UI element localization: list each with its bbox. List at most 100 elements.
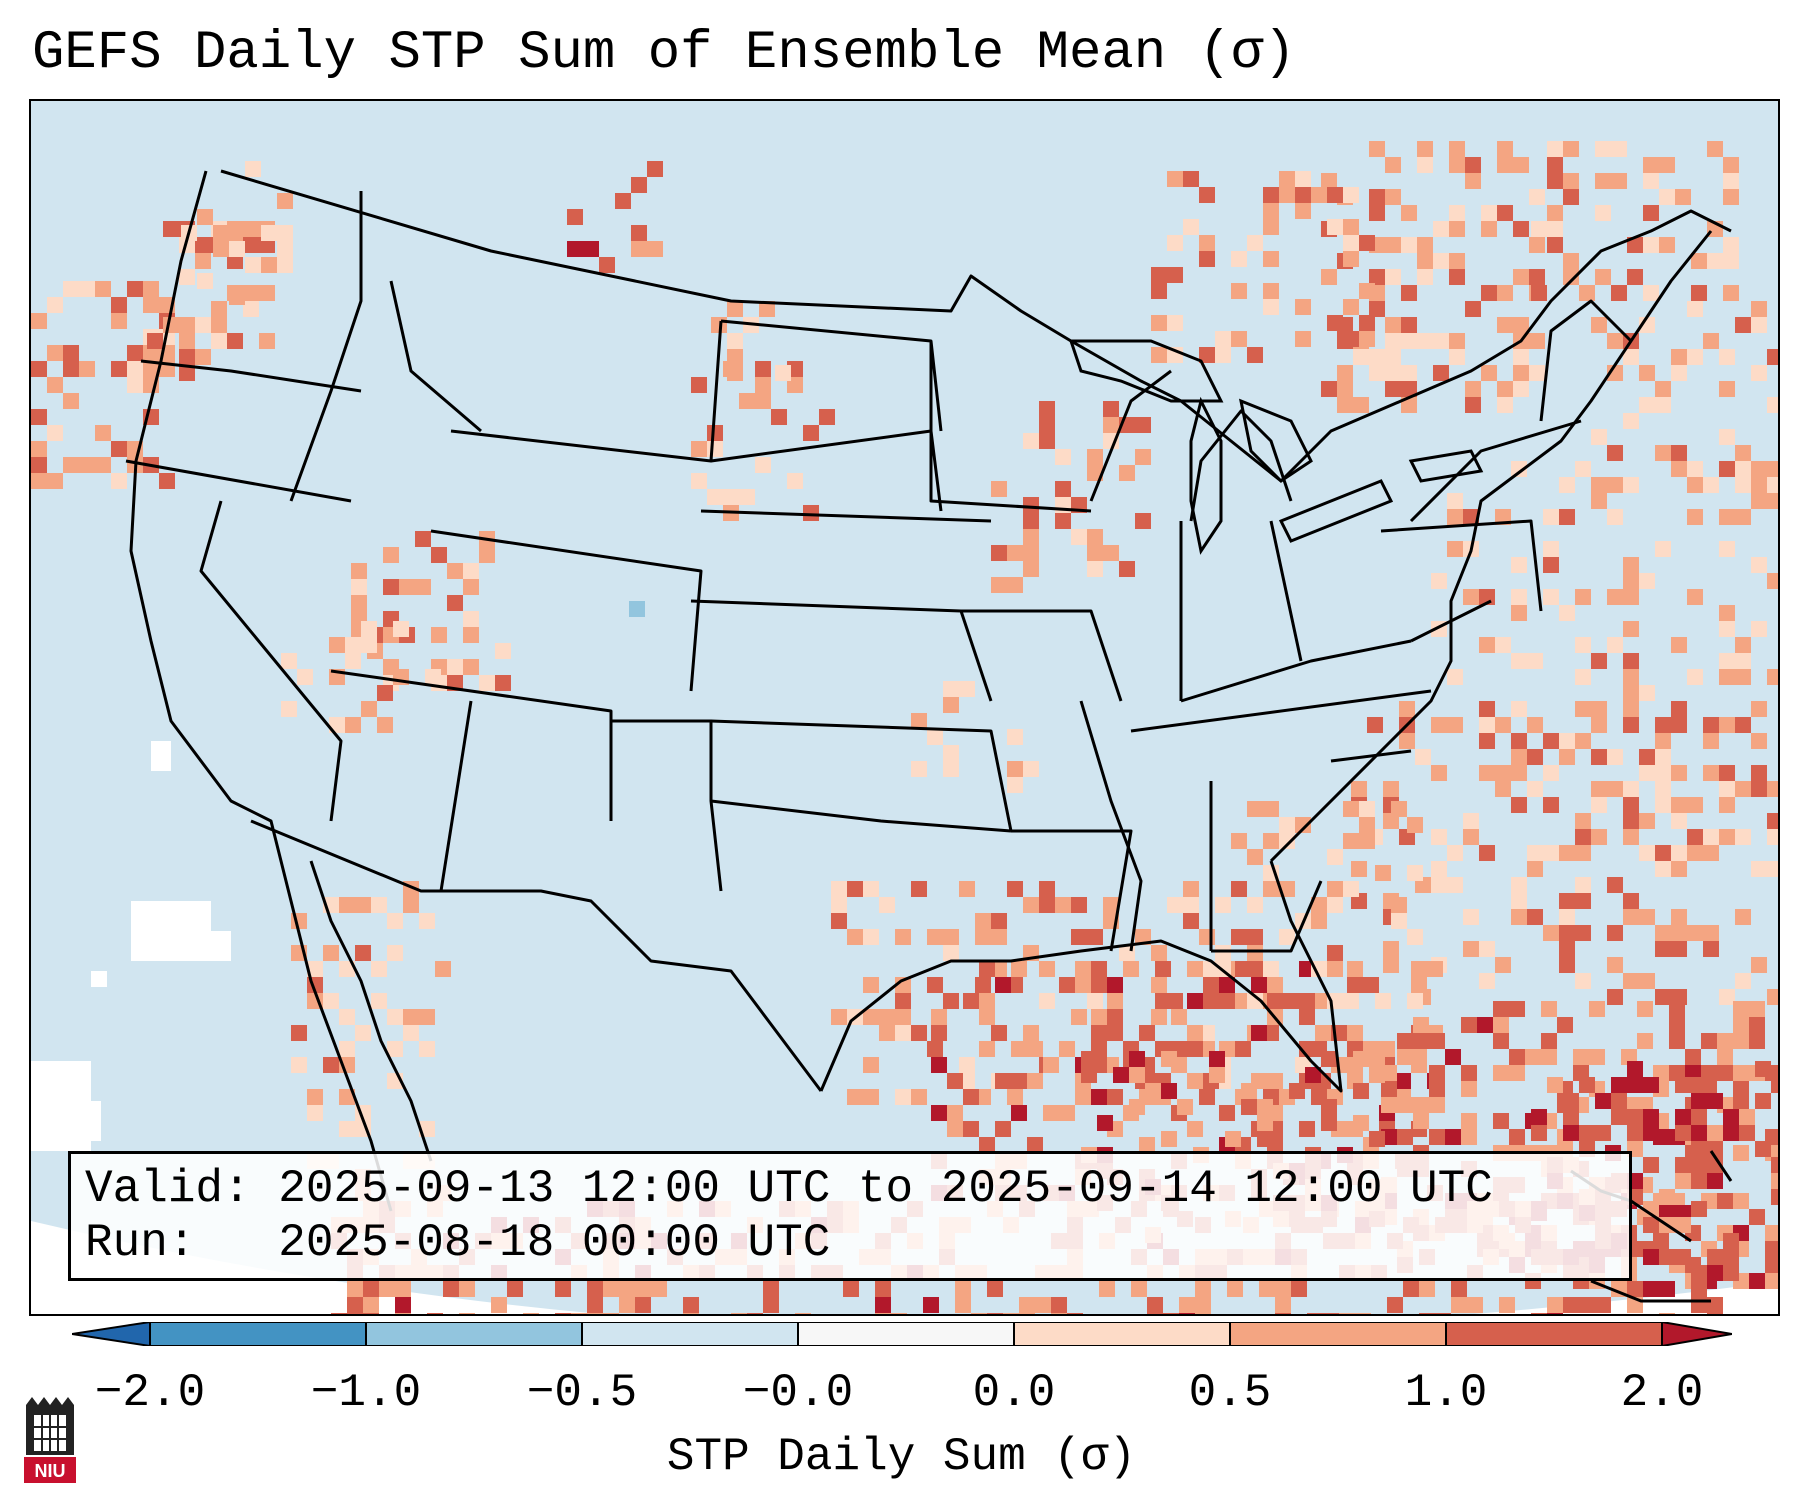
anomaly-cell [943, 761, 959, 777]
anomaly-cell [1295, 187, 1311, 203]
anomaly-cell [1327, 849, 1343, 865]
anomaly-cell [971, 1313, 987, 1314]
anomaly-cell [1751, 365, 1767, 381]
anomaly-cell [1417, 253, 1433, 269]
anomaly-cell [1735, 973, 1751, 989]
anomaly-cell [361, 637, 377, 653]
anomaly-cell [1623, 909, 1639, 925]
anomaly-cell [211, 333, 227, 349]
anomaly-cell [1417, 237, 1433, 253]
anomaly-cell [875, 1297, 891, 1313]
anomaly-cell [1343, 833, 1359, 849]
anomaly-cell [1267, 1073, 1283, 1089]
anomaly-cell [1435, 1313, 1451, 1314]
anomaly-cell [1247, 897, 1263, 913]
anomaly-cell [947, 1073, 963, 1089]
anomaly-cell [1415, 749, 1431, 765]
anomaly-cell [1767, 829, 1778, 845]
anomaly-cell [1639, 749, 1655, 765]
anomaly-cell [1385, 237, 1401, 253]
anomaly-cell [1385, 349, 1401, 365]
anomaly-cell [261, 225, 277, 241]
anomaly-cell [1055, 449, 1071, 465]
anomaly-cell [1091, 961, 1107, 977]
anomaly-cell [243, 301, 259, 317]
anomaly-cell [1497, 381, 1513, 397]
anomaly-cell [1067, 1313, 1083, 1314]
anomaly-cell [1735, 477, 1751, 493]
anomaly-cell [1671, 861, 1687, 877]
anomaly-cell [943, 993, 959, 1009]
anomaly-cell [875, 1281, 891, 1297]
anomaly-cell [1011, 1041, 1027, 1057]
anomaly-cell [111, 361, 127, 377]
anomaly-cell [1687, 477, 1703, 493]
anomaly-cell [297, 669, 313, 685]
anomaly-cell [1563, 253, 1579, 269]
anomaly-cell [1595, 1093, 1611, 1109]
anomaly-cell [1543, 845, 1559, 861]
anomaly-cell [1541, 1033, 1557, 1049]
anomaly-cell [1107, 1089, 1123, 1105]
anomaly-cell [1563, 1297, 1579, 1313]
anomaly-cell [1059, 977, 1075, 993]
anomaly-cell [1771, 1189, 1778, 1205]
anomaly-cell [1247, 929, 1263, 945]
anomaly-cell [339, 1089, 355, 1105]
anomaly-cell [431, 627, 447, 643]
anomaly-cell [1703, 765, 1719, 781]
anomaly-cell [1419, 1281, 1435, 1297]
anomaly-cell [963, 1089, 979, 1105]
anomaly-cell [879, 1009, 895, 1025]
anomaly-cell [1087, 545, 1103, 561]
anomaly-cell [755, 457, 771, 473]
anomaly-cell [1751, 621, 1767, 637]
anomaly-cell [1215, 347, 1231, 363]
anomaly-cell [619, 1281, 635, 1297]
anomaly-cell [1655, 845, 1671, 861]
anomaly-cell [1655, 381, 1671, 397]
anomaly-cell [1749, 1033, 1765, 1049]
anomaly-cell [1429, 1065, 1445, 1081]
anomaly-cell [979, 993, 995, 1009]
state-wi [1089, 369, 1172, 502]
anomaly-cell [727, 349, 743, 365]
anomaly-cell [387, 1041, 403, 1057]
anomaly-cell [1671, 717, 1687, 733]
anomaly-cell [1087, 993, 1103, 1009]
anomaly-cell [1461, 1065, 1477, 1081]
anomaly-cell [1267, 977, 1283, 993]
anomaly-cell [1655, 861, 1671, 877]
anomaly-cell [1235, 961, 1251, 977]
anomaly-cell [1299, 1121, 1315, 1137]
anomaly-cell [567, 241, 583, 257]
anomaly-cell [1337, 381, 1353, 397]
anomaly-cell [1337, 397, 1353, 413]
anomaly-cell [1497, 141, 1513, 157]
anomaly-cell [1703, 333, 1719, 349]
anomaly-cell [1575, 701, 1591, 717]
anomaly-cell [1187, 993, 1203, 1009]
anomaly-cell [1559, 957, 1575, 973]
anomaly-cell [1531, 285, 1547, 301]
anomaly-cell [1129, 1051, 1145, 1067]
anomaly-cell [1187, 1025, 1203, 1041]
anomaly-cell [47, 345, 63, 361]
anomaly-cell [1497, 285, 1513, 301]
anomaly-cell [1575, 829, 1591, 845]
anomaly-cell [1591, 653, 1607, 669]
anomaly-cell [1671, 445, 1687, 461]
anomaly-cell [599, 257, 615, 273]
anomaly-cell [1755, 1141, 1771, 1157]
anomaly-cell [47, 297, 63, 313]
anomaly-cell [943, 945, 959, 961]
anomaly-cell [979, 1009, 995, 1025]
anomaly-cell [1707, 1265, 1723, 1281]
anomaly-cell [47, 473, 63, 489]
anomaly-cell [1385, 189, 1401, 205]
anomaly-cell [1607, 509, 1623, 525]
anomaly-cell [1607, 989, 1623, 1005]
anomaly-cell [1607, 877, 1623, 893]
anomaly-cell [1751, 557, 1767, 573]
anomaly-cell [1295, 817, 1311, 833]
